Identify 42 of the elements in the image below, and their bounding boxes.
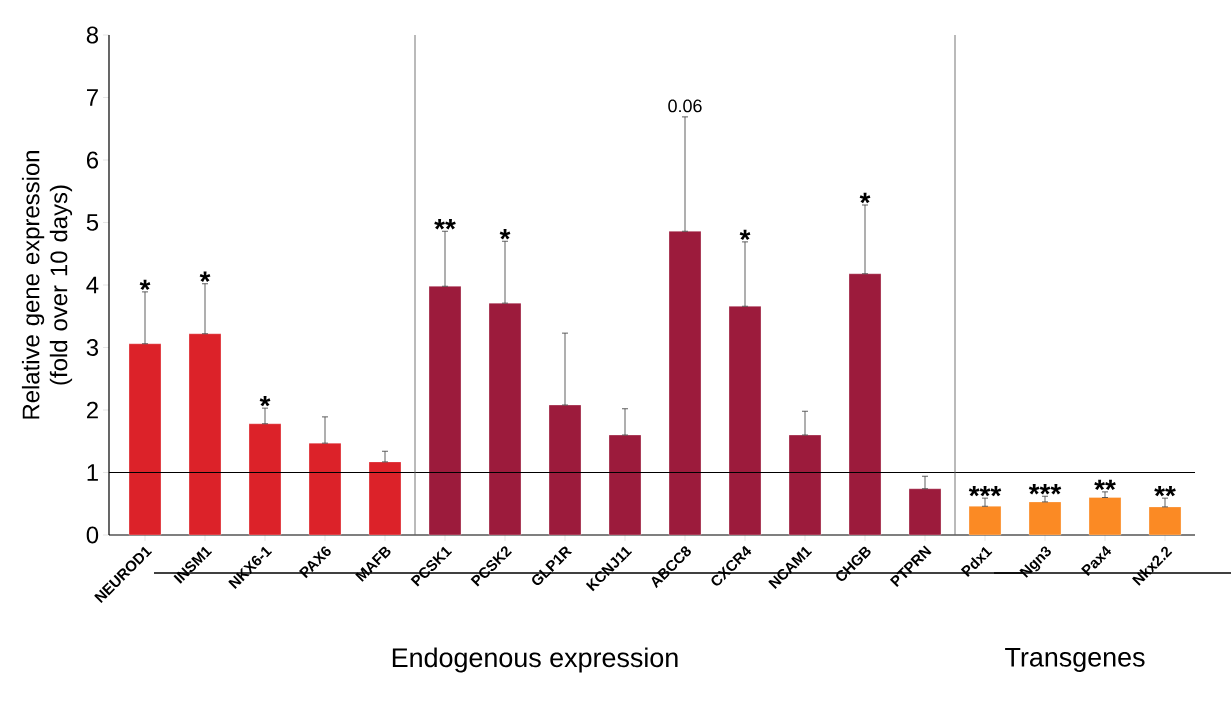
annotation: *: [859, 192, 871, 204]
bar: [368, 461, 402, 536]
y-tick-label: 6: [87, 151, 99, 169]
bar: [548, 404, 582, 536]
bar: [1148, 506, 1182, 536]
y-tick-label: 8: [86, 26, 99, 44]
y-tick-label: 4: [86, 276, 99, 294]
bar: [188, 333, 222, 536]
annotation: **: [434, 219, 456, 230]
bar: [488, 302, 522, 536]
annotation: *: [739, 229, 751, 241]
annotation: *: [259, 395, 271, 407]
y-tick-label: 7: [87, 89, 98, 106]
annotation: ***: [1028, 484, 1062, 495]
annotation: 0.06: [668, 99, 702, 113]
bar: [608, 434, 642, 536]
y-tick-label: 1: [87, 464, 98, 481]
bar: [668, 231, 702, 536]
y-tick-label: 2: [86, 401, 98, 419]
text: Endogenous expression: [392, 647, 678, 673]
bar: [308, 442, 342, 536]
annotation: **: [1094, 479, 1116, 491]
bar: [1028, 501, 1062, 536]
bar: [1088, 497, 1122, 536]
annotation: *: [499, 229, 511, 240]
text: Transgenes: [1005, 647, 1145, 673]
bar: [428, 286, 462, 536]
bar: [728, 306, 762, 536]
bar: [788, 434, 822, 536]
bar: [848, 273, 882, 536]
bar: [908, 488, 942, 536]
y-axis-title: Relative gene expression (fold over 10 days): [21, 151, 73, 419]
annotation: **: [1154, 485, 1176, 497]
y-tick-label: 3: [86, 339, 99, 356]
bar: [128, 343, 162, 536]
annotation: *: [139, 279, 151, 291]
y-tick-label: 0: [86, 526, 99, 544]
bar: [248, 423, 282, 536]
annotation: ***: [968, 485, 1002, 497]
annotation: *: [199, 271, 211, 282]
y-tick-label: 5: [86, 214, 99, 231]
bar: [968, 506, 1002, 536]
